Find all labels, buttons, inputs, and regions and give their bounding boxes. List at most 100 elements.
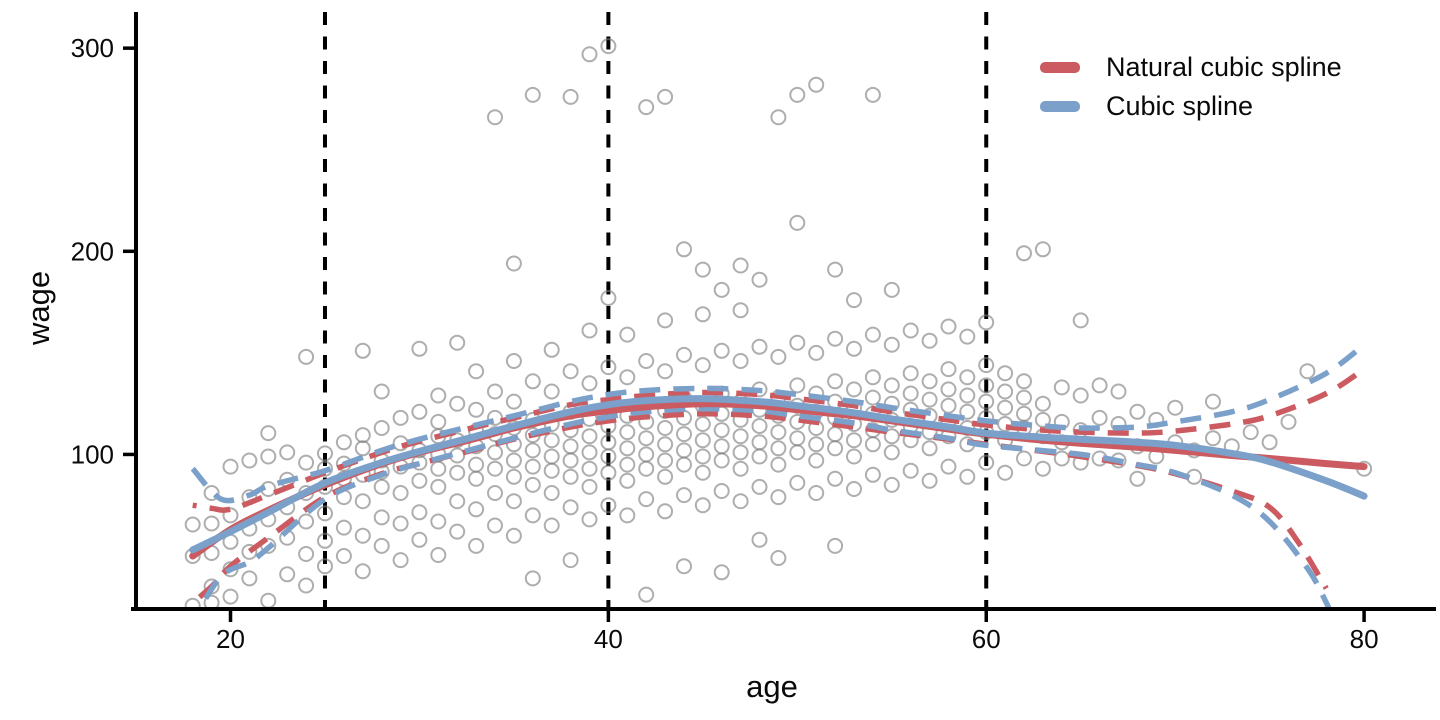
data-point [619,424,636,441]
data-point [846,340,862,357]
data-point [449,395,466,412]
data-point [940,458,957,475]
data-point [770,550,787,566]
data-point [203,485,220,501]
data-point [487,517,503,534]
data-point [713,422,730,439]
cubic-spline-fit [189,395,1368,554]
data-point [468,456,485,473]
data-point [694,448,711,465]
data-point [298,513,315,530]
data-point [430,478,447,495]
x-tick-label: 20 [216,624,245,654]
data-point [505,393,522,410]
data-point [846,448,862,465]
legend-label: Cubic spline [1106,91,1254,121]
data-point [732,257,749,274]
data-point [770,440,787,457]
data-point [260,448,277,465]
data-point [562,468,579,485]
data-point [864,436,881,453]
data-point [883,281,900,298]
data-point [1129,470,1146,487]
data-point [978,314,995,331]
data-point [581,460,598,477]
cubic-spline-upper-ci [190,342,1366,504]
data-point [317,460,333,477]
data-point [789,474,806,491]
data-point [524,476,541,493]
data-point [203,515,220,532]
data-point [543,341,560,358]
data-point [997,383,1014,400]
y-tick-label: 300 [71,33,114,63]
data-point [411,472,428,489]
data-point [184,597,201,609]
data-point [676,487,692,504]
data-point [317,445,333,462]
data-point [1129,403,1146,420]
data-point [789,430,806,447]
data-point [317,505,333,522]
data-point [619,440,636,457]
data-point [959,328,976,345]
data-point [619,369,636,386]
data-point [1280,413,1297,430]
data-point [581,322,598,339]
data-point [676,426,692,443]
data-point [619,456,636,473]
data-point [732,493,749,510]
data-point [1299,363,1316,380]
data-point [827,261,844,278]
data-point [449,523,466,540]
data-point [1053,379,1070,396]
data-point [732,460,749,477]
legend-item-natural-cubic-spline: Natural cubic spline [1040,48,1342,87]
data-point [298,454,315,471]
data-point [902,365,919,382]
data-point [449,464,466,481]
data-point [713,483,730,499]
data-point [354,527,371,544]
cubic-spline-lower-ci [196,405,1333,609]
data-point [694,357,711,374]
data-point [638,491,655,508]
data-point [751,434,768,451]
data-point [505,493,522,510]
data-point [638,586,655,603]
data-point [392,515,409,532]
data-point [619,326,636,343]
data-point [373,420,390,436]
data-point [241,452,258,469]
data-point [1016,389,1032,406]
data-point [921,440,938,457]
data-point [713,452,730,469]
data-point [543,448,560,465]
data-point [883,444,900,461]
x-axis-title: age [746,669,798,704]
data-point [808,452,825,469]
data-point [732,428,749,445]
data-point [959,403,976,420]
data-point [864,466,881,483]
data-point [694,306,711,323]
data-point [1242,424,1259,441]
data-point [940,361,957,378]
data-point [203,594,220,609]
data-point [713,438,730,455]
data-point [392,409,409,426]
data-point [676,241,692,258]
data-point [808,485,825,501]
data-point [940,318,957,335]
data-point [354,493,371,510]
data-point [335,548,352,564]
data-point [751,531,768,548]
data-point [222,458,239,475]
data-point [1091,377,1108,394]
data-point [902,385,919,402]
data-point [997,464,1014,481]
data-point [430,460,447,477]
data-point [298,546,315,562]
data-point [657,312,674,329]
data-point [827,470,844,487]
